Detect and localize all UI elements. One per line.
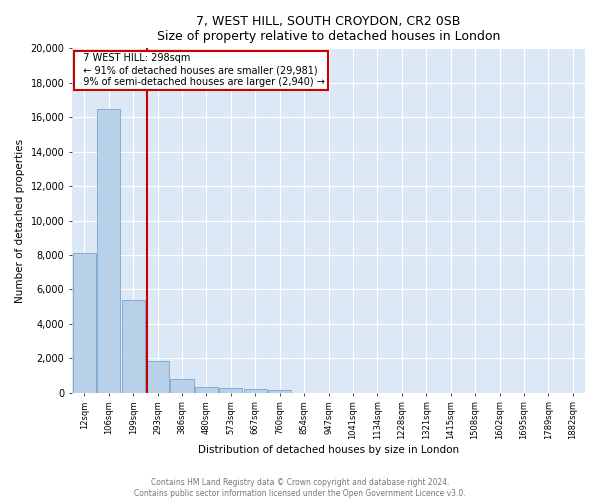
Y-axis label: Number of detached properties: Number of detached properties	[15, 138, 25, 302]
Title: 7, WEST HILL, SOUTH CROYDON, CR2 0SB
Size of property relative to detached house: 7, WEST HILL, SOUTH CROYDON, CR2 0SB Siz…	[157, 15, 500, 43]
Bar	[170, 380, 194, 392]
Bar	[219, 388, 242, 392]
Text: Contains HM Land Registry data © Crown copyright and database right 2024.
Contai: Contains HM Land Registry data © Crown c…	[134, 478, 466, 498]
Bar	[244, 389, 267, 392]
Bar	[97, 108, 121, 393]
Bar	[195, 387, 218, 392]
Bar	[268, 390, 291, 392]
Bar	[73, 253, 96, 392]
X-axis label: Distribution of detached houses by size in London: Distribution of detached houses by size …	[198, 445, 459, 455]
Bar	[122, 300, 145, 392]
Bar	[146, 361, 169, 392]
Text: 7 WEST HILL: 298sqm
  ← 91% of detached houses are smaller (29,981)
  9% of semi: 7 WEST HILL: 298sqm ← 91% of detached ho…	[77, 54, 325, 86]
